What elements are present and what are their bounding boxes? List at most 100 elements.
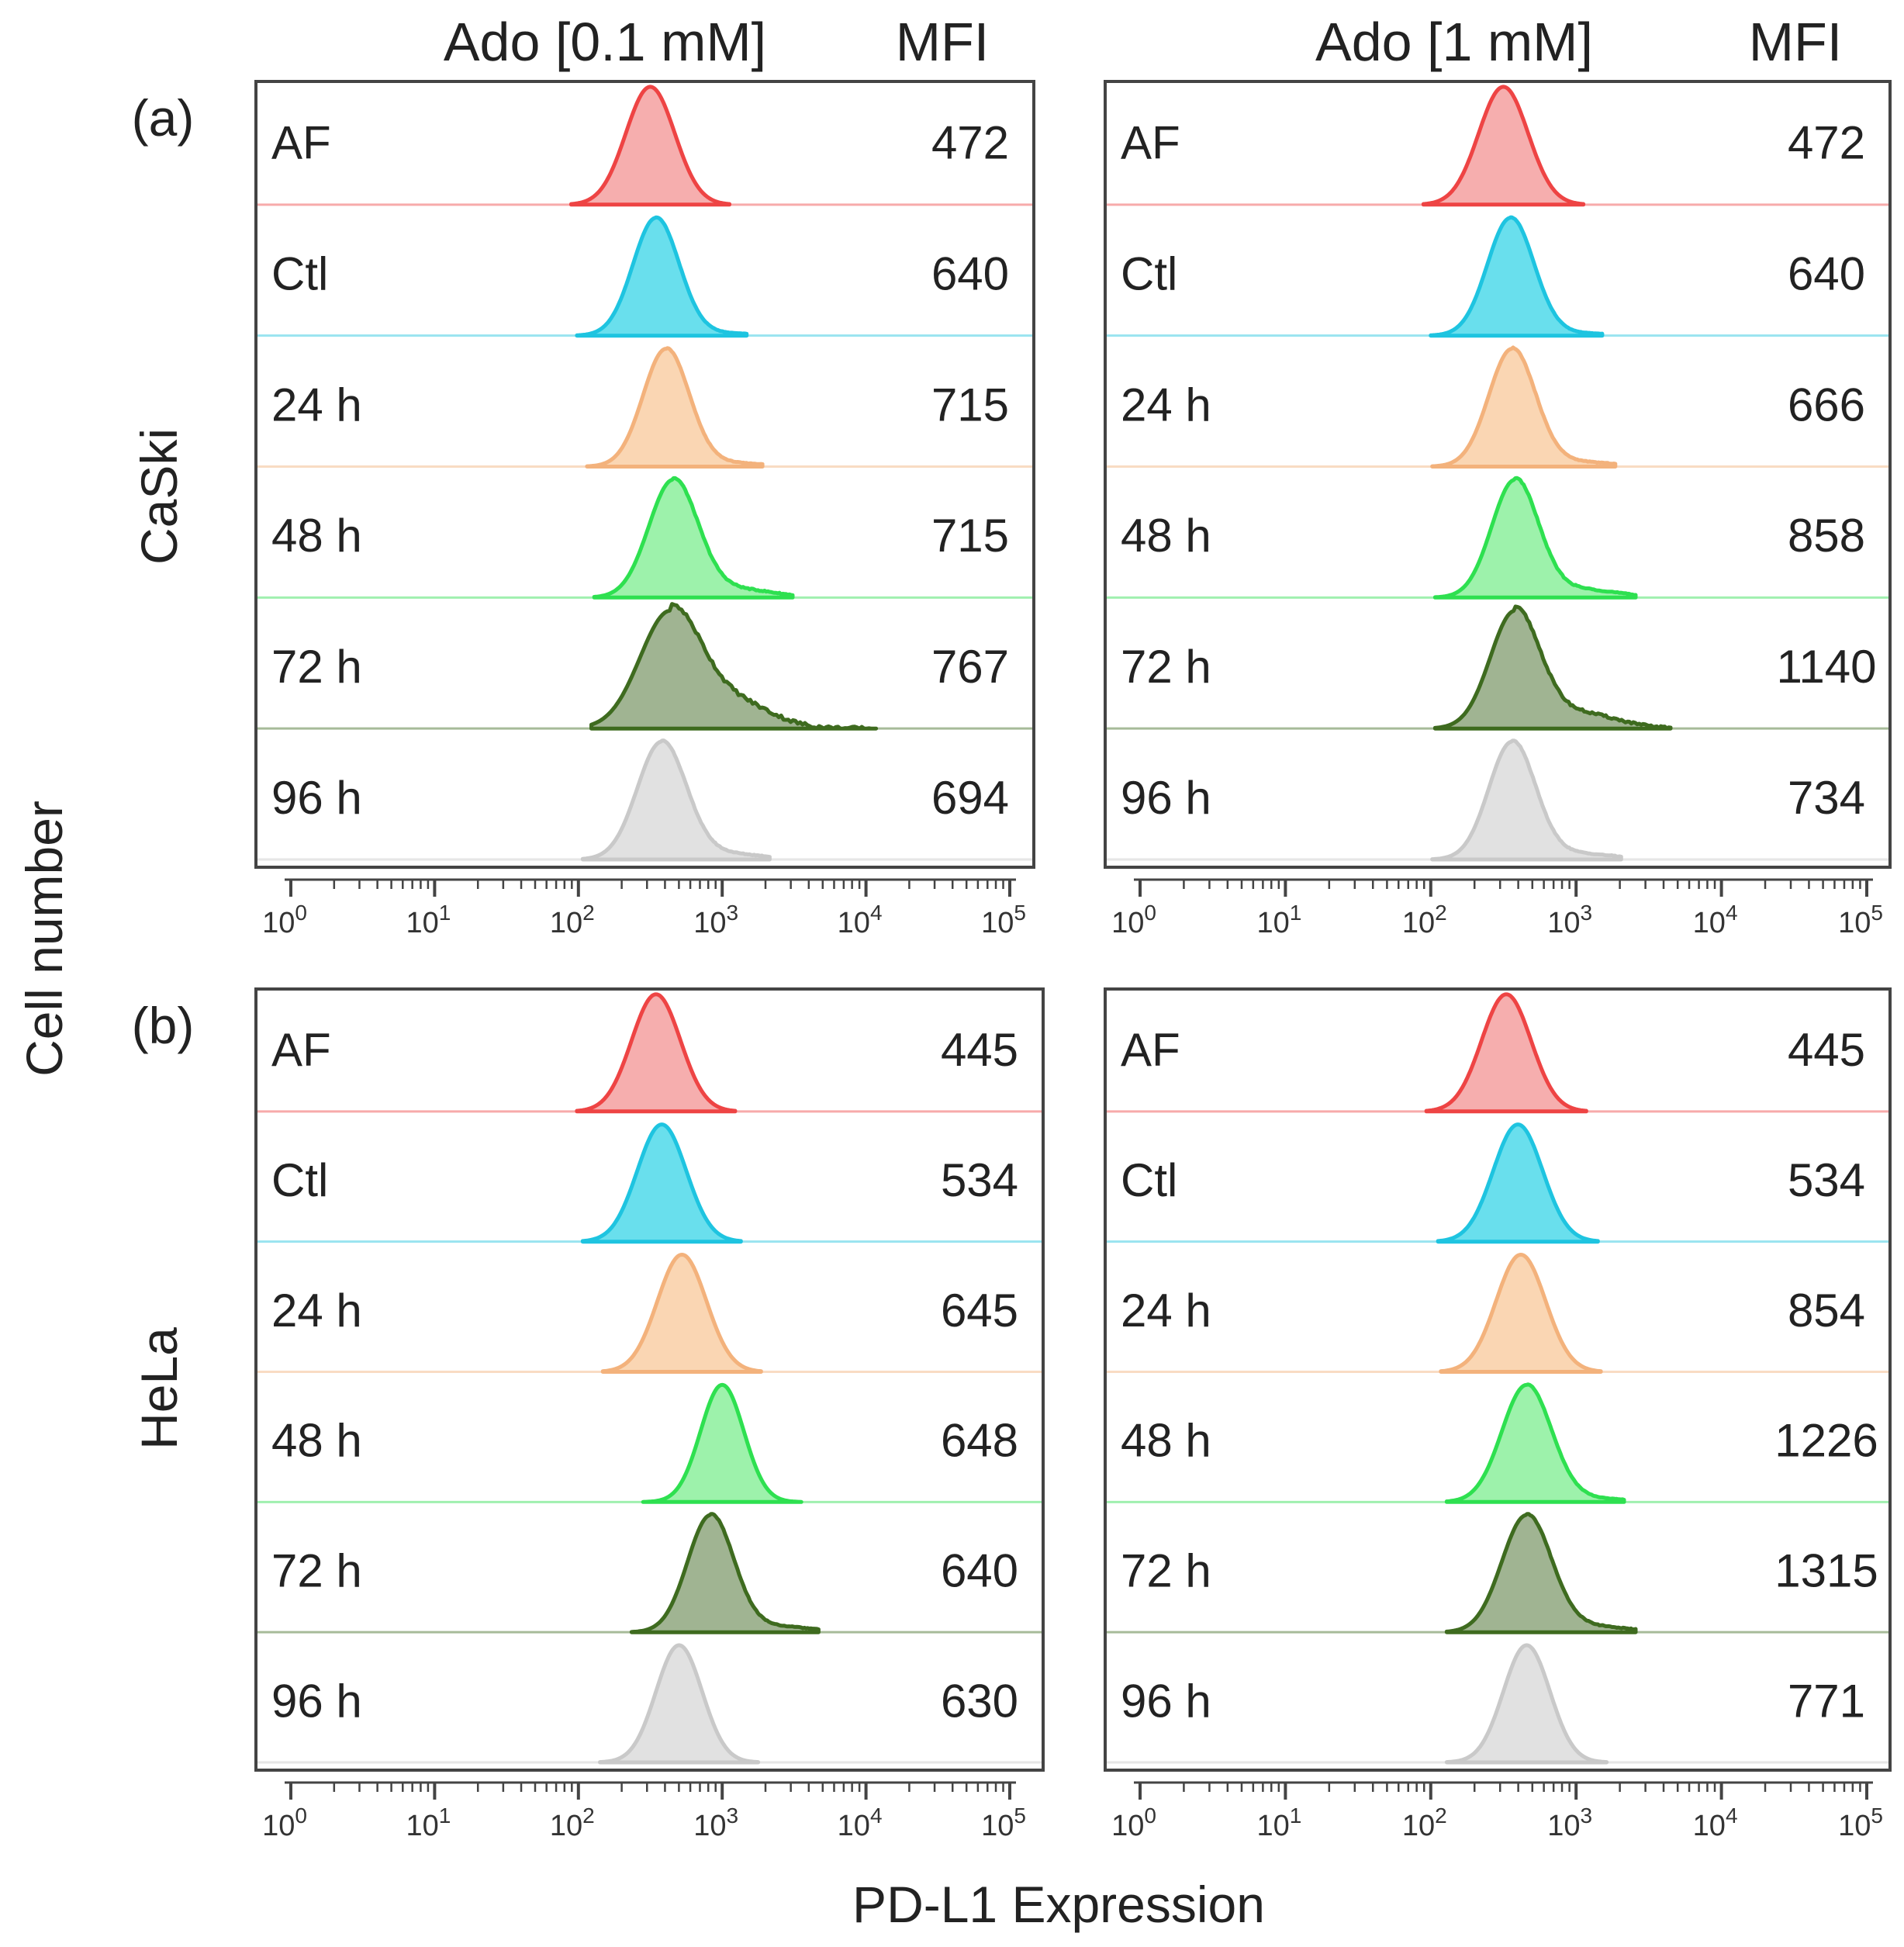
x-tick-label: 102 [1402,901,1447,939]
row-label: 48 h [271,1415,362,1467]
histogram-curve [1439,1253,1603,1374]
x-axis: 100 101 102 103 104 105 [1111,878,1883,939]
row-label: 96 h [1121,772,1211,824]
row-label: 72 h [1121,1544,1211,1596]
row-label: 24 h [271,1285,362,1337]
x-tick-base: 10 [981,907,1014,939]
histogram-curve [575,992,738,1114]
histogram-row: 72 h 640 [257,1512,1042,1634]
panel-label: (b) [132,997,195,1054]
x-axis: 100 101 102 103 104 105 [262,1781,1026,1842]
x-tick-exponent: 2 [1435,901,1447,925]
x-tick-label: 100 [1111,901,1156,939]
x-tick-label: 104 [838,1803,883,1842]
row-label: 72 h [271,1544,362,1596]
mfi-value: 858 [1788,510,1865,562]
mfi-value: 771 [1788,1675,1865,1727]
row-label: 96 h [271,1675,362,1727]
x-tick-label: 103 [693,901,738,939]
x-tick-base: 10 [262,1810,295,1842]
x-tick-label: 102 [1402,1803,1447,1842]
x-tick-exponent: 4 [1726,901,1738,925]
x-tick-label: 105 [1838,1803,1883,1842]
x-tick-exponent: 5 [1014,1803,1026,1828]
mfi-value: 694 [931,772,1009,824]
x-tick-base: 10 [1256,907,1289,939]
histogram-row: AF 445 [257,992,1042,1114]
x-tick-base: 10 [262,907,295,939]
mfi-value: 534 [1788,1154,1865,1206]
x-tick-base: 10 [406,907,438,939]
row-label: Ctl [1121,248,1177,300]
histogram-curve [1424,992,1588,1114]
x-tick-label: 101 [406,901,451,939]
x-tick-label: 101 [1256,901,1301,939]
x-tick-exponent: 3 [727,1803,739,1828]
histogram-row: 24 h 854 [1107,1253,1888,1374]
x-tick-exponent: 1 [1290,1803,1302,1828]
mfi-value: 1226 [1774,1415,1878,1467]
x-tick-base: 10 [1111,1810,1144,1842]
mfi-value: 854 [1788,1285,1865,1337]
histogram-row: 72 h 1140 [1107,604,1888,731]
x-tick-exponent: 3 [727,901,739,925]
histogram-curve [1430,738,1623,862]
x-tick-exponent: 1 [439,901,451,925]
x-tick-base: 10 [1838,907,1871,939]
x-tick-base: 10 [693,1810,726,1842]
histogram-row: AF 472 [257,85,1032,207]
x-tick-base: 10 [693,907,726,939]
histogram-curve [600,1253,763,1374]
histogram-curve [1444,1382,1626,1504]
x-tick-base: 10 [550,907,582,939]
x-axis-label: PD-L1 Expression [852,1876,1265,1933]
histogram-panels: Ado [0.1 mM] MFI Ado [1 mM] MFI (a) (b) CaSki H… [130,12,1892,1842]
x-tick-label: 104 [1693,1803,1738,1842]
mfi-header: MFI [1749,12,1843,72]
row-label: AF [1121,1024,1180,1076]
histogram-curve [629,1512,821,1634]
histogram-curve [1444,1512,1638,1634]
row-label: 24 h [1121,1285,1211,1337]
histogram-row: Ctl 534 [1107,1122,1888,1244]
x-tick-label: 105 [1838,901,1883,939]
x-tick-exponent: 4 [870,1803,883,1828]
histogram-row: 24 h 715 [257,346,1032,469]
histogram-curve [580,1122,743,1244]
x-tick-label: 105 [981,901,1026,939]
mfi-header: MFI [896,12,990,72]
x-tick-base: 10 [1402,907,1435,939]
mfi-value: 640 [931,248,1009,300]
mfi-value: 715 [931,379,1009,431]
x-tick-exponent: 0 [295,1803,307,1828]
x-tick-label: 100 [262,1803,307,1842]
x-tick-exponent: 1 [1290,901,1302,925]
mfi-value: 767 [931,641,1009,693]
mfi-value: 1140 [1776,641,1876,693]
x-tick-exponent: 0 [1144,901,1156,925]
panel-frame [1104,987,1892,1772]
x-tick-exponent: 5 [1871,1803,1883,1828]
x-tick-base: 10 [838,907,870,939]
x-tick-label: 102 [550,901,595,939]
histogram-row: 72 h 767 [257,602,1032,731]
histogram-row: 48 h 1226 [1107,1382,1888,1504]
x-tick-base: 10 [1111,907,1144,939]
x-tick-base: 10 [1693,1810,1726,1842]
histogram-panel: AF 472 Ctl 640 24 h 715 48 h 715 72 h 767 96 h 694 1… [254,80,1035,939]
y-axis-label: Cell number [16,801,73,1077]
mfi-value: 640 [1788,248,1865,300]
histogram-curve [589,602,879,731]
row-label: 48 h [1121,510,1211,562]
histogram-row: 96 h 630 [257,1643,1042,1765]
histogram-curve [1421,85,1586,207]
mfi-value: 630 [941,1675,1018,1727]
histogram-curve [1432,604,1673,731]
histogram-row: 96 h 771 [1107,1643,1888,1765]
mfi-value: 734 [1788,772,1865,824]
x-tick-label: 100 [1111,1803,1156,1842]
x-tick-exponent: 2 [582,901,595,925]
